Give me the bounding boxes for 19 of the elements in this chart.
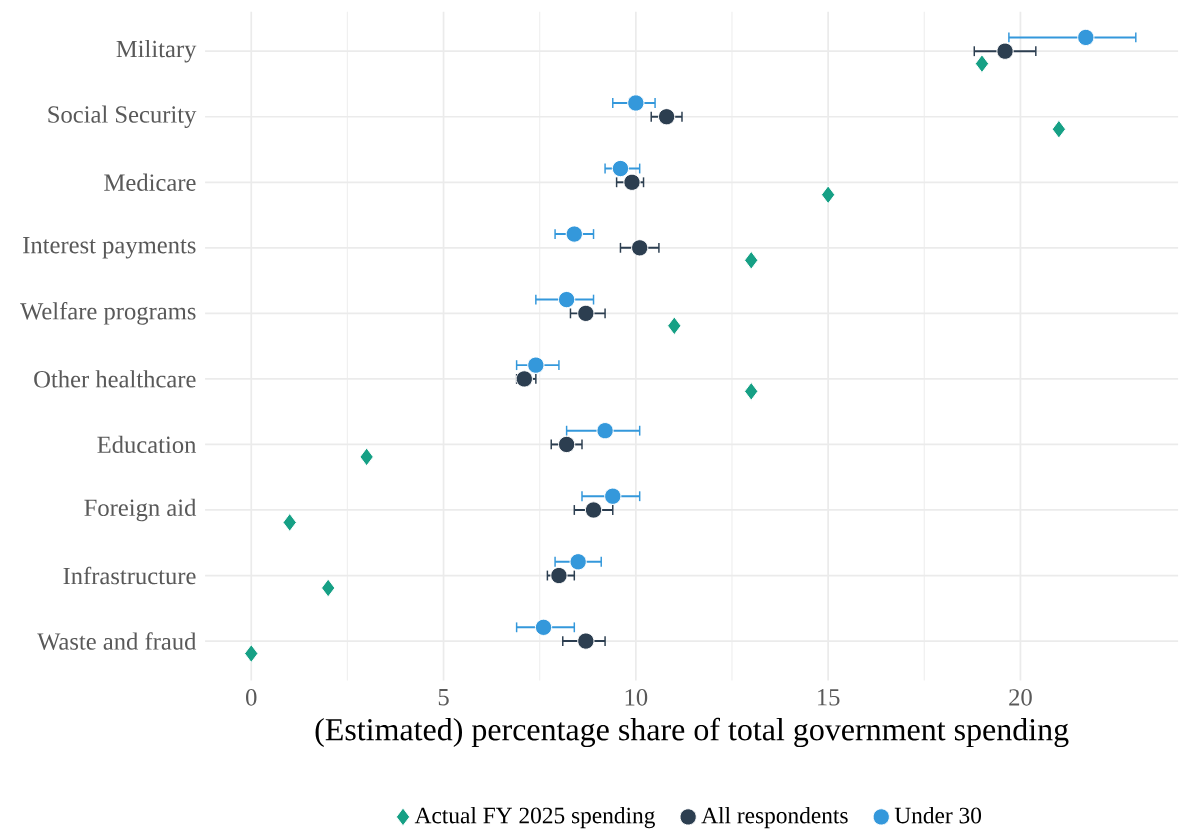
x-tick-label: 15 — [817, 688, 840, 706]
y-tick-label: Military — [116, 39, 197, 63]
y-tick-label: Foreign aid — [84, 498, 197, 522]
y-tick-label: Medicare — [104, 173, 196, 191]
x-tick-label: 0 — [246, 688, 257, 706]
y-tick-label: Welfare programs — [20, 301, 196, 325]
x-tick-label: 5 — [438, 688, 449, 706]
legend-label: All respondents — [701, 806, 848, 828]
x-tick-label: 10 — [625, 688, 648, 706]
y-tick-label: Infrastructure — [63, 566, 196, 585]
y-tick-label: Interest payments — [23, 236, 196, 259]
y-tick-label: Other healthcare — [34, 370, 196, 388]
y-tick-label: Social Security — [48, 105, 197, 128]
x-tick-label: 20 — [1009, 688, 1032, 706]
y-tick-label: Waste and fraud — [37, 632, 197, 650]
x-axis-title: (Estimated) percentage share of total government spending — [315, 717, 1069, 747]
y-tick-label: Education — [97, 435, 197, 453]
legend-label: Actual FY 2025 spending — [414, 806, 655, 829]
legend-label: Under 30 — [894, 806, 982, 824]
